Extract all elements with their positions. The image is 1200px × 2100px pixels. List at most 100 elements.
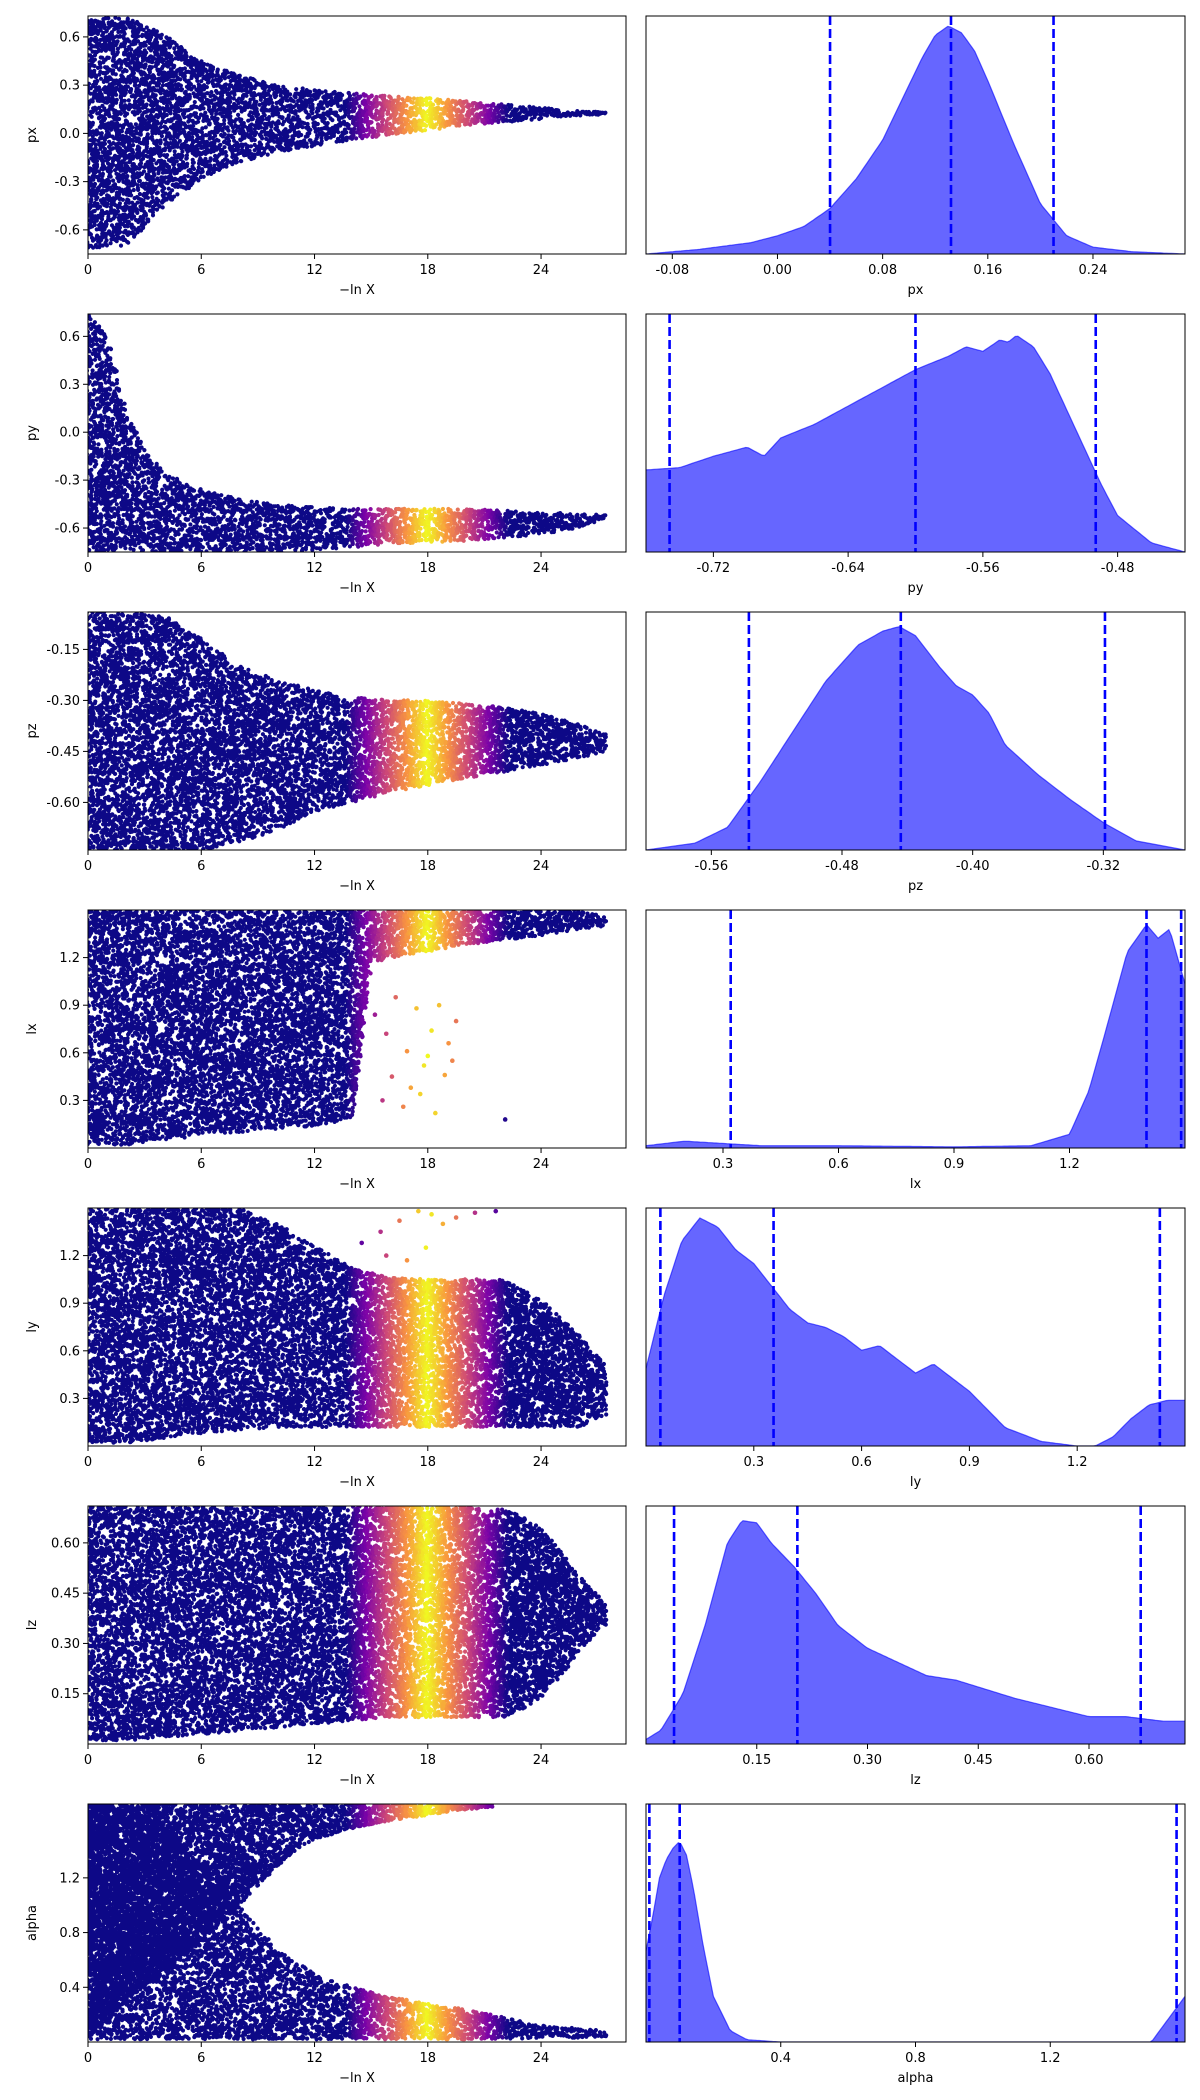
x-tick-label: 0.9 <box>959 1455 980 1470</box>
sample-point <box>425 1054 430 1059</box>
x-tick-label: 0 <box>84 1753 92 1768</box>
sample-point <box>442 1073 447 1078</box>
x-tick-label: 12 <box>306 561 323 576</box>
x-tick-label: 0.3 <box>713 1157 734 1172</box>
sample-point <box>450 1058 455 1063</box>
x-tick-label: 0 <box>84 859 92 874</box>
x-axis-label: −ln X <box>339 879 375 894</box>
x-tick-label: -0.72 <box>697 561 731 576</box>
x-tick-label: 0.24 <box>1078 263 1107 278</box>
y-tick-label: 1.2 <box>59 951 80 966</box>
x-tick-label: 0.3 <box>743 1455 764 1470</box>
x-tick-label: 24 <box>533 859 550 874</box>
sample-point <box>437 1003 442 1008</box>
y-tick-label: 0.6 <box>59 30 80 45</box>
x-tick-label: 12 <box>306 859 323 874</box>
x-tick-label: 6 <box>197 1455 205 1470</box>
x-tick-label: 18 <box>420 263 437 278</box>
x-tick-label: -0.48 <box>1101 561 1135 576</box>
x-tick-label: 24 <box>533 2051 550 2066</box>
y-tick-label: 0.3 <box>59 378 80 393</box>
y-tick-label: 0.0 <box>59 127 80 142</box>
y-tick-label: 0.3 <box>59 1094 80 1109</box>
y-tick-label: 0.8 <box>59 1926 80 1941</box>
x-tick-label: 24 <box>533 1157 550 1172</box>
x-tick-label: 6 <box>197 561 205 576</box>
x-tick-label: 18 <box>420 859 437 874</box>
sample-point <box>380 1098 385 1103</box>
sample-point <box>454 1019 459 1024</box>
x-tick-label: 0 <box>84 263 92 278</box>
y-tick-label: -0.30 <box>46 694 80 709</box>
x-axis-label: pz <box>908 879 923 894</box>
y-tick-label: -0.3 <box>55 175 80 190</box>
y-axis-label: py <box>25 425 40 441</box>
sample-point <box>414 1006 419 1011</box>
x-tick-label: 12 <box>306 1157 323 1172</box>
sample-point <box>401 1104 406 1109</box>
x-tick-label: 18 <box>420 2051 437 2066</box>
y-axis-label: ly <box>25 1321 40 1333</box>
x-tick-label: 0.8 <box>905 2051 926 2066</box>
x-tick-label: 0.9 <box>944 1157 965 1172</box>
sample-point <box>416 1209 421 1214</box>
x-tick-label: 6 <box>197 2051 205 2066</box>
x-axis-label: −ln X <box>339 1177 375 1192</box>
x-tick-label: 0.16 <box>973 263 1002 278</box>
sample-point <box>418 1092 423 1097</box>
x-tick-label: -0.48 <box>825 859 859 874</box>
x-tick-label: -0.56 <box>695 859 729 874</box>
y-tick-label: 0.6 <box>59 330 80 345</box>
x-tick-label: 12 <box>306 2051 323 2066</box>
x-axis-label: −ln X <box>339 1475 375 1490</box>
sample-point <box>429 1028 434 1033</box>
x-tick-label: 18 <box>420 1157 437 1172</box>
x-axis-label: lx <box>910 1177 922 1192</box>
x-tick-label: 0.6 <box>828 1157 849 1172</box>
x-tick-label: 12 <box>306 263 323 278</box>
sample-point <box>397 1218 402 1223</box>
x-axis-label: −ln X <box>339 2071 375 2086</box>
sample-point <box>405 1049 410 1054</box>
x-tick-label: 24 <box>533 1455 550 1470</box>
x-axis-label: px <box>908 283 924 298</box>
sample-point <box>390 1074 395 1079</box>
y-tick-label: 0.4 <box>59 1981 80 1996</box>
x-tick-label: -0.32 <box>1087 859 1121 874</box>
x-tick-label: -0.56 <box>966 561 1000 576</box>
sample-point <box>441 1222 446 1227</box>
x-tick-label: -0.08 <box>655 263 689 278</box>
x-tick-label: 6 <box>197 1157 205 1172</box>
sample-point <box>433 1111 438 1116</box>
y-tick-label: 0.9 <box>59 1297 80 1312</box>
x-axis-label: lz <box>910 1773 921 1788</box>
x-axis-label: py <box>908 581 924 596</box>
x-tick-label: 0.08 <box>868 263 897 278</box>
sample-point <box>384 1031 389 1036</box>
sample-point <box>503 1117 508 1122</box>
sample-point <box>378 1230 383 1235</box>
x-tick-label: 1.2 <box>1040 2051 1061 2066</box>
y-axis-label: px <box>25 127 40 143</box>
y-tick-label: 0.6 <box>59 1344 80 1359</box>
y-axis-label: pz <box>25 723 40 738</box>
y-tick-label: 1.2 <box>59 1871 80 1886</box>
y-tick-label: 0.9 <box>59 999 80 1014</box>
x-tick-label: 6 <box>197 1753 205 1768</box>
y-axis-label: lx <box>25 1023 40 1035</box>
x-tick-label: 1.2 <box>1059 1157 1080 1172</box>
y-tick-label: 0.30 <box>51 1637 80 1652</box>
sample-point <box>359 1241 364 1246</box>
y-tick-label: -0.15 <box>46 643 80 658</box>
sample-point <box>424 1245 429 1250</box>
y-axis-label: lz <box>25 1620 40 1631</box>
y-tick-label: -0.6 <box>55 522 80 537</box>
y-tick-label: 1.2 <box>59 1249 80 1264</box>
sample-point <box>373 1012 378 1017</box>
y-tick-label: 0.45 <box>51 1587 80 1602</box>
y-tick-label: 0.6 <box>59 1046 80 1061</box>
sample-point <box>473 1210 478 1215</box>
x-tick-label: 0.4 <box>770 2051 791 2066</box>
x-tick-label: 6 <box>197 263 205 278</box>
y-tick-label: 0.3 <box>59 79 80 94</box>
